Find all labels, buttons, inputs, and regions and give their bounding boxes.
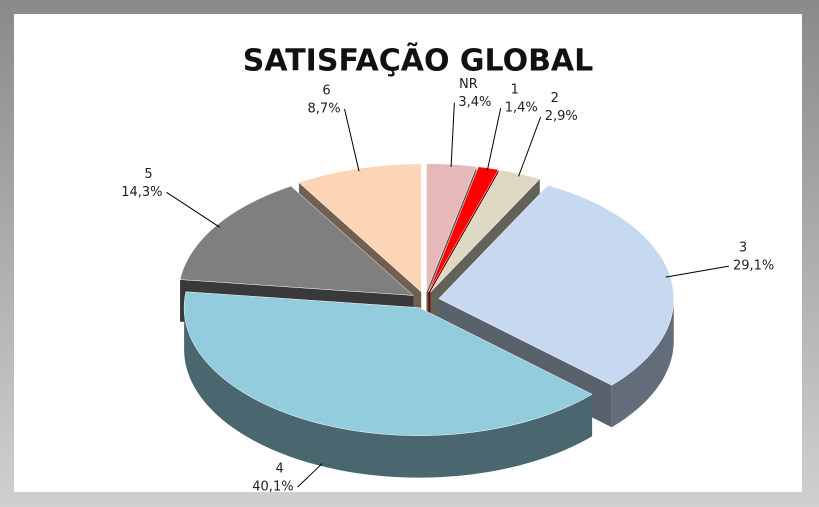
- value-label: 2,9%: [545, 109, 578, 124]
- leader-line: [450, 102, 455, 167]
- slice-side: [611, 298, 674, 428]
- slice: [430, 169, 541, 293]
- leader-line: [518, 116, 542, 177]
- slice: [298, 163, 422, 293]
- slice: [428, 166, 499, 293]
- category-label: 3: [739, 241, 747, 256]
- leader-line: [166, 191, 221, 228]
- slice: [183, 291, 593, 436]
- category-label: NR: [459, 77, 478, 92]
- value-label: 14,3%: [121, 185, 162, 200]
- leader-line: [297, 463, 323, 488]
- category-label: 4: [275, 462, 283, 477]
- value-label: 8,7%: [308, 101, 341, 116]
- leader-line: [486, 108, 502, 171]
- category-label: 1: [511, 83, 519, 98]
- value-label: 40,1%: [252, 480, 293, 495]
- category-label: 6: [322, 83, 330, 98]
- leader-line: [344, 108, 360, 172]
- category-label: 5: [144, 167, 152, 182]
- slice-side: [184, 307, 593, 478]
- value-label: 29,1%: [733, 259, 774, 274]
- category-label: 2: [551, 91, 559, 106]
- chart-title: SATISFAÇÃO GLOBAL: [243, 42, 594, 79]
- value-label: 3,4%: [458, 95, 491, 110]
- value-label: 1,4%: [505, 101, 538, 116]
- leader-line: [665, 265, 730, 278]
- slice: [179, 185, 414, 296]
